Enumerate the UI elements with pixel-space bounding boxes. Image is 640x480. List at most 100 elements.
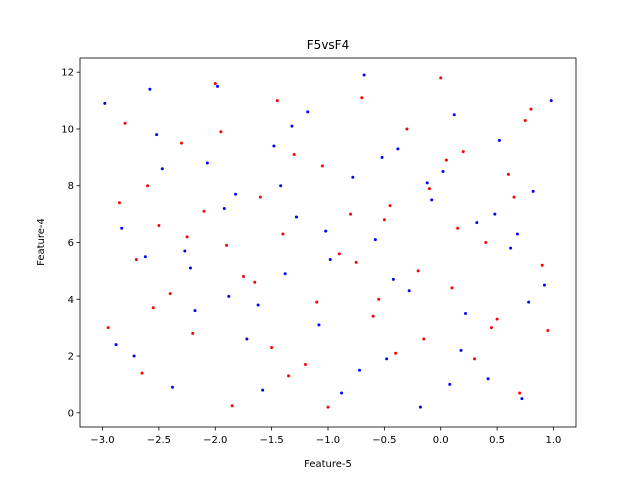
x-tick-label: 0.0 xyxy=(433,435,449,446)
point xyxy=(461,150,465,154)
x-tick-label: 0.5 xyxy=(489,435,505,446)
point xyxy=(275,99,279,103)
point xyxy=(531,189,535,193)
point xyxy=(418,405,422,409)
point xyxy=(253,280,257,284)
y-axis-label: Feature-4 xyxy=(36,218,47,266)
point xyxy=(106,326,110,330)
point xyxy=(391,277,395,281)
point xyxy=(170,385,174,389)
point xyxy=(441,170,445,174)
point xyxy=(515,232,519,236)
point xyxy=(324,229,328,233)
point xyxy=(225,243,229,247)
point xyxy=(234,192,238,196)
point xyxy=(459,348,463,352)
point xyxy=(151,306,155,310)
y-tick-label: 8 xyxy=(68,181,74,192)
point xyxy=(185,235,189,239)
point xyxy=(416,269,420,273)
point xyxy=(179,141,183,145)
point xyxy=(542,283,546,287)
point xyxy=(241,275,245,279)
x-tick-label: −0.5 xyxy=(372,435,396,446)
point xyxy=(448,382,452,386)
point xyxy=(430,198,434,202)
y-tick-label: 12 xyxy=(61,68,74,79)
point xyxy=(422,337,426,341)
point xyxy=(317,323,321,327)
x-axis-label: Feature-5 xyxy=(304,459,352,470)
point xyxy=(117,201,121,205)
point xyxy=(258,195,262,199)
point xyxy=(219,130,223,134)
point xyxy=(452,113,456,117)
point xyxy=(222,206,226,210)
chart-title: F5vsF4 xyxy=(307,38,349,52)
point xyxy=(546,328,550,332)
point xyxy=(495,317,499,321)
x-tick-label: 1.0 xyxy=(546,435,562,446)
point xyxy=(405,127,409,131)
y-tick-label: 0 xyxy=(68,408,74,419)
point xyxy=(123,121,127,125)
point xyxy=(385,357,389,361)
point xyxy=(464,311,468,315)
point xyxy=(183,249,187,253)
point xyxy=(506,172,510,176)
point xyxy=(315,300,319,304)
point xyxy=(320,164,324,168)
point xyxy=(303,363,307,367)
point xyxy=(272,144,276,148)
y-tick-label: 6 xyxy=(68,238,74,249)
point xyxy=(549,99,553,103)
point xyxy=(283,272,287,276)
point xyxy=(373,238,377,242)
point xyxy=(261,388,265,392)
x-tick-label: −2.5 xyxy=(147,435,171,446)
point xyxy=(493,212,497,216)
point xyxy=(358,368,362,372)
point xyxy=(529,107,533,111)
x-tick-label: −1.5 xyxy=(259,435,283,446)
point xyxy=(407,289,411,293)
point xyxy=(205,161,209,165)
point xyxy=(388,204,392,208)
x-tick-label: −1.0 xyxy=(316,435,340,446)
point xyxy=(439,76,443,80)
point xyxy=(281,232,285,236)
point xyxy=(143,255,147,259)
point xyxy=(160,167,164,171)
point xyxy=(527,300,531,304)
point xyxy=(294,215,298,219)
point xyxy=(340,391,344,395)
point xyxy=(157,223,161,227)
point xyxy=(146,184,150,188)
point xyxy=(140,371,144,375)
point xyxy=(120,226,124,230)
point xyxy=(473,357,477,361)
point xyxy=(354,260,358,264)
point xyxy=(380,155,384,159)
point xyxy=(202,209,206,213)
point xyxy=(362,73,366,77)
point xyxy=(427,187,431,191)
y-tick-label: 10 xyxy=(61,124,74,135)
point xyxy=(520,397,524,401)
point xyxy=(148,87,152,91)
point xyxy=(489,326,493,330)
point xyxy=(132,354,136,358)
point xyxy=(155,133,159,137)
point xyxy=(213,82,217,86)
point xyxy=(475,221,479,225)
y-tick-label: 2 xyxy=(68,352,74,363)
point xyxy=(306,110,310,114)
point xyxy=(216,84,220,88)
point xyxy=(245,337,249,341)
x-tick-label: −2.0 xyxy=(203,435,227,446)
point xyxy=(326,405,330,409)
x-tick-label: −3.0 xyxy=(90,435,114,446)
